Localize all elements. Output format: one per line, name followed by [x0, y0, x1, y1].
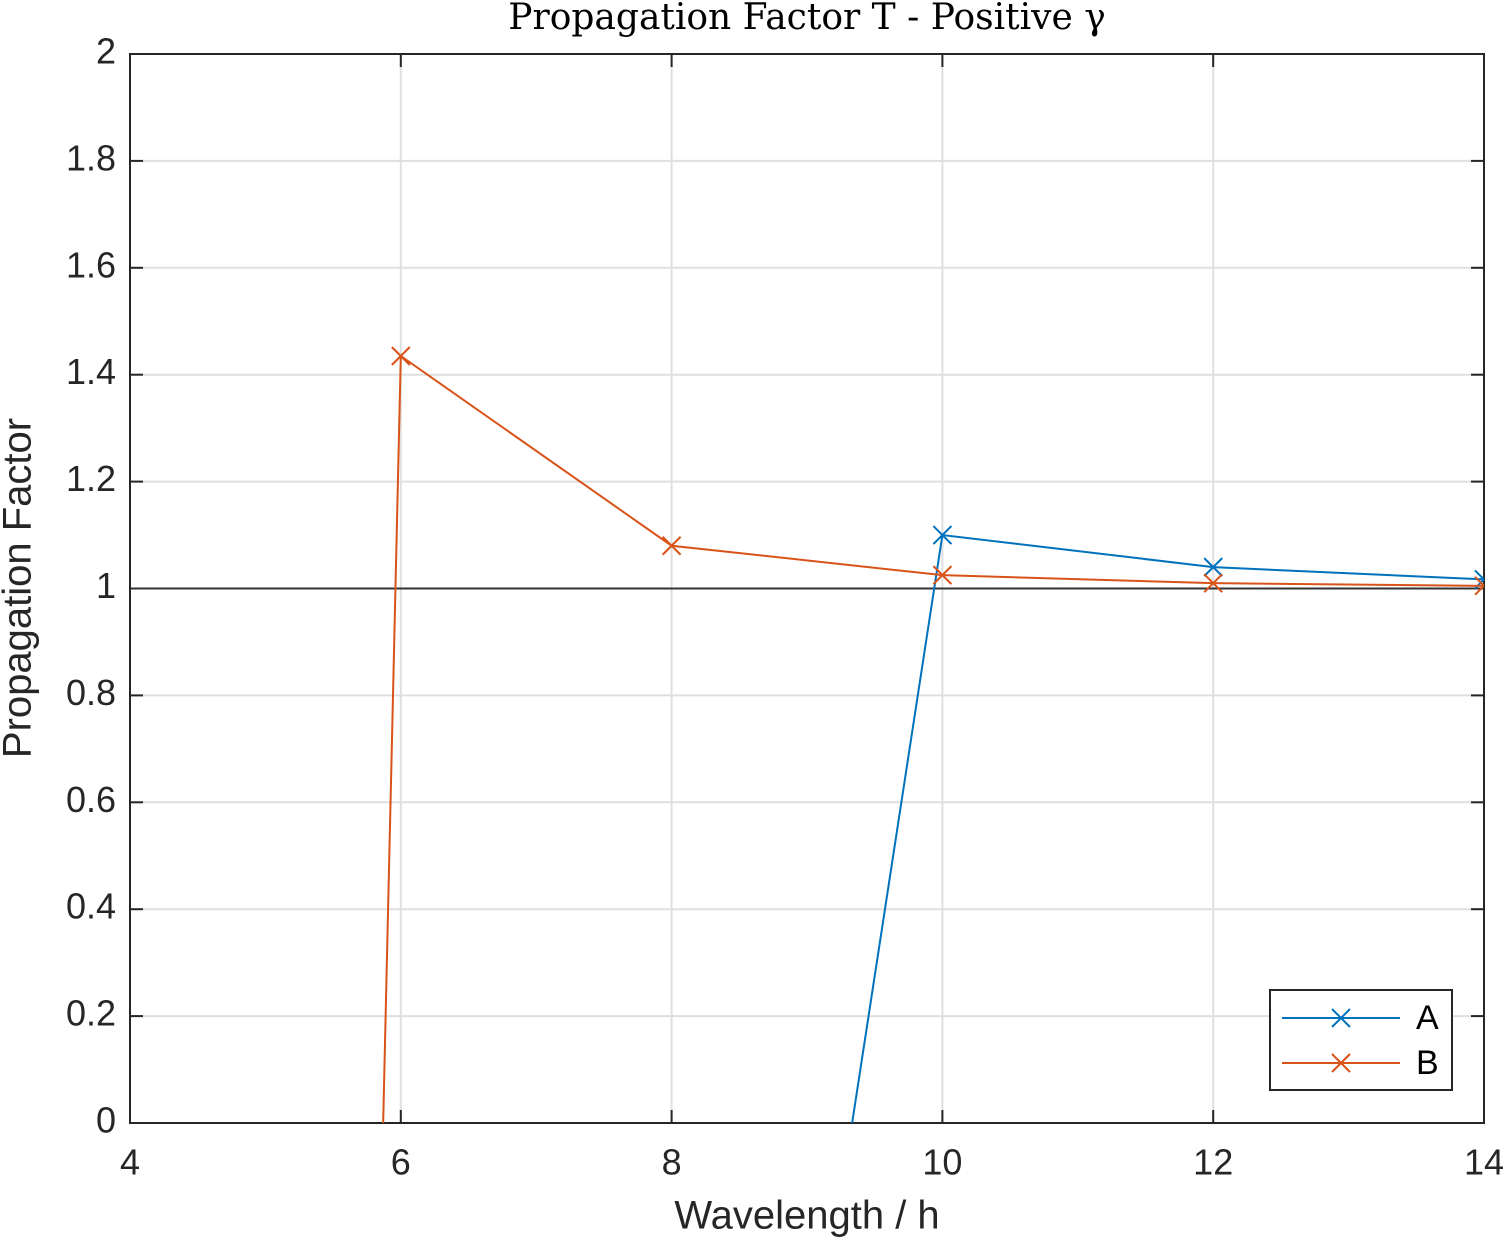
marker [1203, 573, 1223, 593]
x-tick-label: 6 [391, 1142, 411, 1183]
marker [391, 346, 411, 366]
marker [1331, 1008, 1351, 1028]
y-axis-label: Propagation Factor [0, 418, 40, 758]
chart-title: Propagation Factor T - Positive γ [508, 0, 1105, 38]
y-tick-label: 1.6 [66, 244, 116, 285]
x-tick-label: 10 [922, 1142, 962, 1183]
marker [1474, 576, 1484, 596]
marker [932, 525, 953, 545]
y-tick-label: 1 [96, 565, 116, 606]
y-tick-label: 1.8 [66, 137, 116, 178]
marker [932, 565, 953, 585]
y-tick-label: 0.4 [66, 886, 116, 927]
marker [1203, 557, 1223, 577]
series-line [382, 354, 1484, 1123]
plot-layer [382, 346, 1484, 1123]
x-tick-label: 8 [662, 1142, 682, 1183]
y-tick-label: 0 [96, 1100, 116, 1141]
x-tick-label: 4 [120, 1142, 140, 1183]
x-tick-label: 14 [1464, 1142, 1504, 1183]
y-tick-label: 0.8 [66, 672, 116, 713]
x-tick-label: 12 [1193, 1142, 1233, 1183]
y-tick-label: 1.2 [66, 458, 116, 499]
legend-label: A [1416, 999, 1439, 1037]
x-axis-label: Wavelength / h [674, 1194, 939, 1238]
marker [661, 536, 682, 556]
y-tick-label: 0.6 [66, 779, 116, 820]
axes-box [129, 53, 1485, 1124]
legend-box [1269, 989, 1453, 1091]
legend-label: B [1416, 1044, 1439, 1082]
series-line [851, 533, 1484, 1123]
y-tick-label: 1.4 [66, 351, 116, 392]
marker [1331, 1053, 1351, 1073]
y-tick-label: 2 [96, 31, 116, 72]
y-tick-label: 0.2 [66, 993, 116, 1034]
